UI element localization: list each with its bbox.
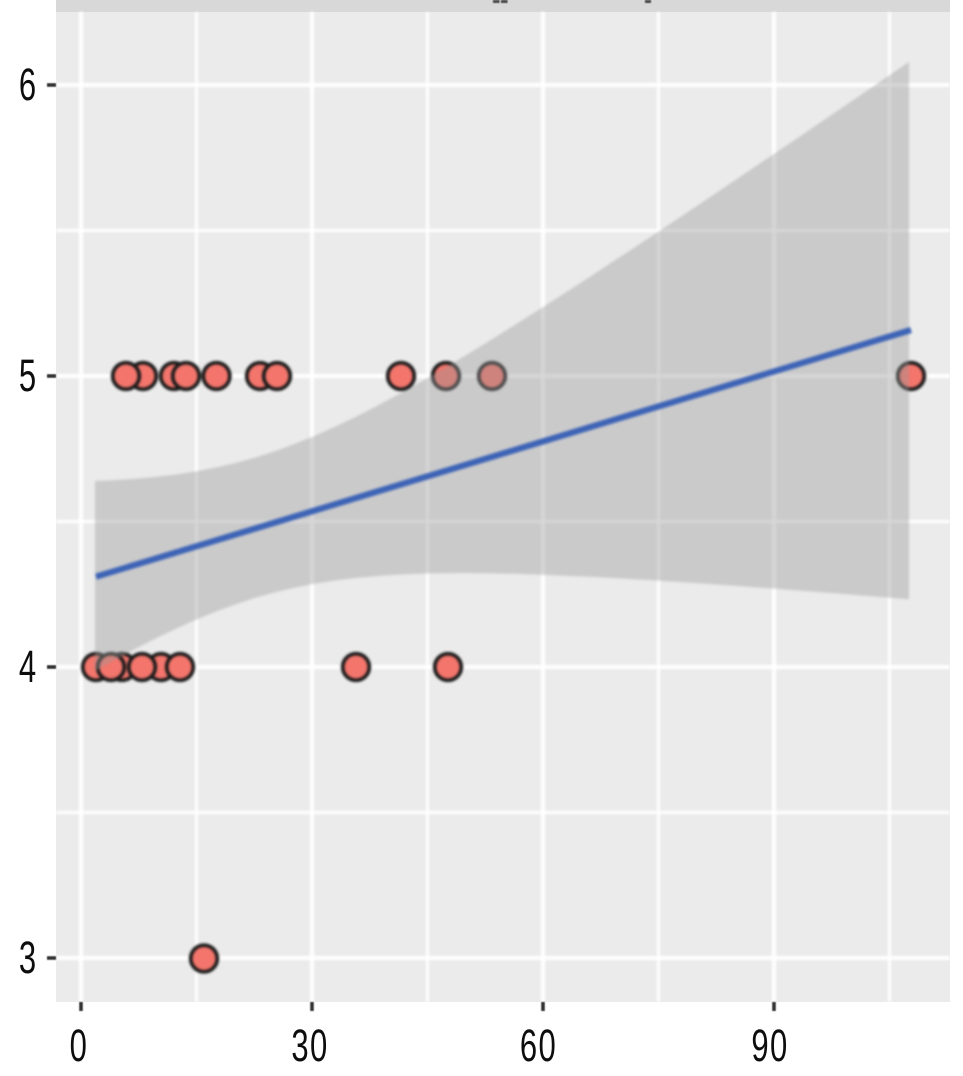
svg-text:90: 90 — [751, 1021, 788, 1071]
svg-text:60: 60 — [520, 1021, 557, 1071]
svg-text:30: 30 — [291, 1021, 328, 1071]
svg-text:6: 6 — [19, 60, 38, 110]
svg-text:0: 0 — [70, 1021, 89, 1071]
svg-text:5: 5 — [19, 351, 38, 401]
svg-text:3: 3 — [19, 933, 38, 983]
svg-text:4: 4 — [19, 642, 38, 692]
